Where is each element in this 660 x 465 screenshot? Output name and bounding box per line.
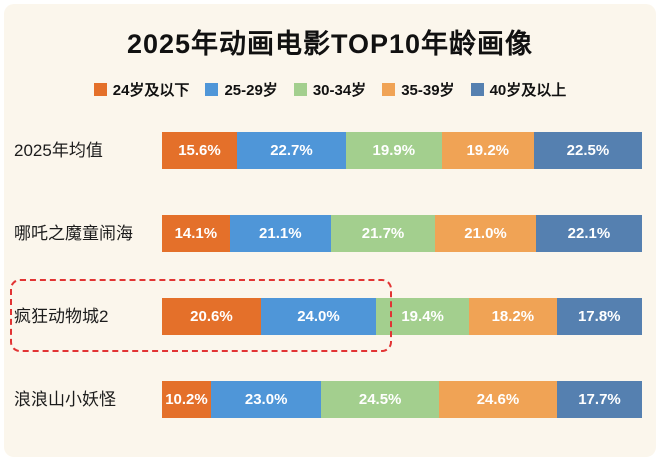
segment-value: 17.8% [577, 308, 621, 325]
bar-segment: 23.0% [210, 381, 322, 418]
legend-swatch-icon [382, 83, 396, 96]
segment-value: 22.7% [270, 142, 313, 159]
row-label: 2025年均值 [14, 140, 103, 160]
legend-label: 35-39岁 [401, 82, 455, 99]
chart-row: 哪吒之魔童闹海 14.1% 21.1% 21.7% 21.0% 22.1% [14, 215, 642, 252]
legend: 24岁及以下 25-29岁 30-34岁 35-39岁 40岁及以上 [4, 79, 656, 100]
bar-segment: 21.0% [435, 215, 536, 252]
legend-label: 25-29岁 [224, 82, 278, 99]
row-label: 疯狂动物城2 [14, 306, 109, 326]
legend-item: 25-29岁 [205, 79, 278, 100]
bar-segment: 22.5% [533, 132, 642, 169]
segment-value: 24.0% [297, 308, 340, 325]
chart-title: 2025年动画电影TOP10年龄画像 [126, 29, 534, 59]
segment-value: 14.1% [174, 225, 218, 242]
legend-swatch-icon [470, 83, 484, 96]
bar-segment: 18.2% [469, 298, 557, 335]
row-label: 哪吒之魔童闹海 [14, 223, 133, 243]
bar-segment: 17.8% [556, 298, 642, 335]
legend-item: 24岁及以下 [93, 79, 190, 100]
legend-item: 35-39岁 [382, 79, 455, 100]
segment-value: 21.0% [464, 225, 507, 242]
chart-rows: 2025年均值 15.6% 22.7% 19.9% 19.2% 22.5% 哪吒之魔童闹海 1… [4, 106, 656, 418]
segment-value: 18.2% [491, 308, 535, 325]
legend-swatch-icon [93, 83, 107, 96]
row-label: 浪浪山小妖怪 [14, 389, 116, 409]
bar-segment: 21.7% [330, 215, 436, 252]
bar-segment: 20.6% [162, 298, 261, 335]
segment-value: 22.5% [566, 142, 610, 159]
segment-value: 10.2% [165, 391, 208, 408]
segment-value: 19.4% [401, 308, 444, 325]
bar-segment: 19.9% [346, 132, 442, 169]
segment-value: 15.6% [178, 142, 221, 159]
bar-segment: 10.2% [162, 381, 211, 418]
bar-segment: 15.6% [162, 132, 237, 169]
bar-segment: 19.2% [441, 132, 534, 169]
bar-segment: 21.1% [229, 215, 331, 252]
bar-segment: 24.0% [260, 298, 377, 335]
stacked-bar: 14.1% 21.1% 21.7% 21.0% 22.1% [162, 215, 642, 252]
stacked-bar: 10.2% 23.0% 24.5% 24.6% 17.7% [162, 381, 642, 418]
segment-value: 17.7% [578, 391, 621, 408]
bar-segment: 24.5% [321, 381, 439, 418]
legend-item: 40岁及以上 [470, 79, 567, 100]
stacked-bar: 15.6% 22.7% 19.9% 19.2% 22.5% [162, 132, 642, 169]
legend-swatch-icon [293, 83, 307, 96]
segment-value: 23.0% [244, 391, 288, 408]
chart-row: 2025年均值 15.6% 22.7% 19.9% 19.2% 22.5% [14, 132, 642, 169]
bar-segment: 24.6% [438, 381, 558, 418]
bar-segment: 19.4% [376, 298, 470, 335]
legend-item: 30-34岁 [293, 79, 367, 100]
legend-label: 30-34岁 [312, 82, 367, 99]
chart-container: 2025年动画电影TOP10年龄画像 24岁及以下 25-29岁 30-34岁 35-… [4, 4, 656, 457]
segment-value: 21.7% [361, 225, 405, 242]
bar-segment: 14.1% [162, 215, 230, 252]
bar-segment: 22.1% [535, 215, 642, 252]
segment-value: 24.5% [358, 391, 402, 408]
legend-label: 40岁及以上 [489, 82, 567, 99]
segment-value: 20.6% [190, 308, 233, 325]
bar-segment: 22.7% [236, 132, 347, 169]
chart-row: 疯狂动物城2 20.6% 24.0% 19.4% 18.2% 17.8% [10, 279, 642, 352]
segment-value: 19.2% [466, 142, 510, 159]
legend-swatch-icon [205, 83, 219, 96]
segment-value: 19.9% [372, 142, 416, 159]
chart-row: 浪浪山小妖怪 10.2% 23.0% 24.5% 24.6% 17.7% [14, 381, 642, 418]
segment-value: 22.1% [567, 225, 611, 242]
legend-label: 24岁及以下 [112, 82, 190, 99]
stacked-bar: 20.6% 24.0% 19.4% 18.2% 17.8% [162, 298, 642, 335]
segment-value: 21.1% [259, 225, 302, 242]
bar-segment: 17.7% [557, 381, 642, 418]
segment-value: 24.6% [476, 391, 520, 408]
